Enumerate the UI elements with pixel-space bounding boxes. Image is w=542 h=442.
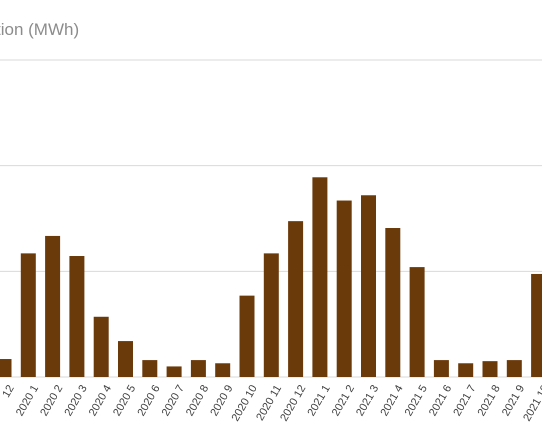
bar bbox=[506, 360, 522, 377]
bar bbox=[239, 295, 255, 377]
x-tick-label: 2020 1 bbox=[14, 383, 41, 418]
bar bbox=[482, 361, 498, 377]
bar bbox=[0, 359, 12, 377]
x-tick-label: 2020 8 bbox=[184, 383, 211, 418]
bar bbox=[336, 200, 352, 377]
bar bbox=[409, 267, 425, 377]
bar bbox=[263, 253, 279, 377]
x-tick-label: 2020 2 bbox=[38, 383, 65, 418]
bar bbox=[93, 316, 109, 377]
x-tick-label: 2021 5 bbox=[403, 383, 430, 418]
x-tick-label: 2020 3 bbox=[63, 383, 90, 418]
x-tick-label: 2021 6 bbox=[427, 383, 454, 418]
bar bbox=[385, 228, 401, 377]
x-tick-label: 2020 6 bbox=[135, 383, 162, 418]
x-tick-label: 2020 7 bbox=[160, 383, 187, 418]
bar bbox=[45, 235, 61, 377]
x-tick-label: 12 bbox=[0, 383, 17, 400]
x-tick-label: 2021 4 bbox=[378, 383, 405, 418]
bar bbox=[361, 195, 376, 377]
x-tick-label: 2020 5 bbox=[111, 383, 138, 418]
chart-title: tion (MWh) bbox=[0, 20, 80, 39]
x-tick-label: 2021 3 bbox=[354, 383, 381, 418]
bar bbox=[142, 360, 158, 377]
x-tick-label: 2021 2 bbox=[330, 383, 357, 418]
bar bbox=[69, 256, 85, 377]
bar bbox=[433, 360, 449, 377]
bar bbox=[312, 177, 328, 377]
bar bbox=[118, 341, 133, 377]
bar bbox=[458, 363, 474, 377]
x-tick-label: 2020 4 bbox=[87, 383, 114, 418]
bars bbox=[0, 177, 542, 377]
bar bbox=[20, 253, 36, 377]
bar bbox=[190, 360, 206, 377]
x-tick-label: 2021 1 bbox=[306, 383, 333, 418]
bar bbox=[288, 221, 304, 377]
x-tick-label: 2021 7 bbox=[451, 383, 478, 418]
bar bbox=[166, 366, 182, 377]
x-tick-label: 2021 8 bbox=[476, 383, 503, 418]
bar bbox=[531, 273, 542, 377]
bar bbox=[215, 363, 231, 377]
